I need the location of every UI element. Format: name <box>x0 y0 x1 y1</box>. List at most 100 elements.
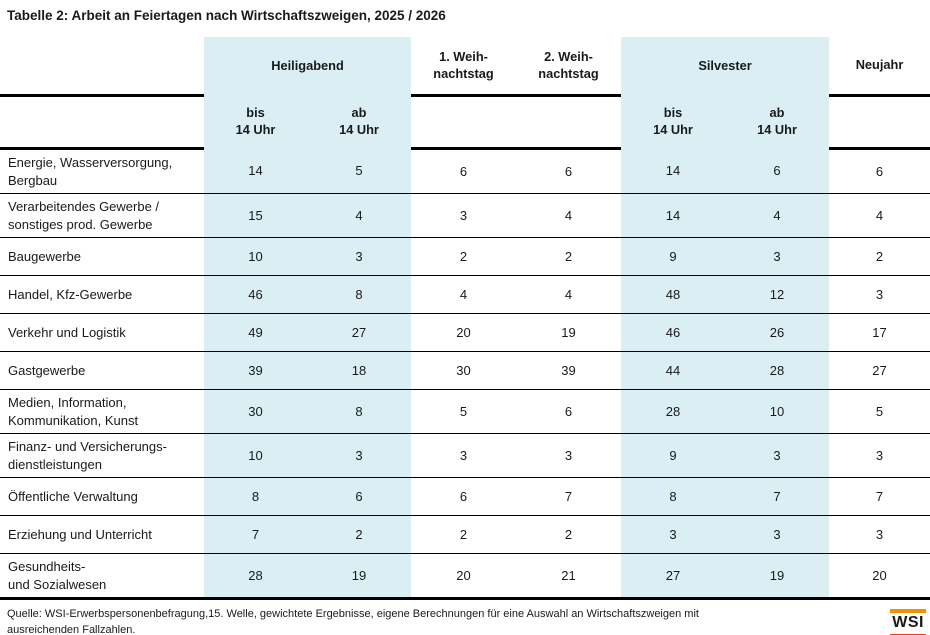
value-cell: 3 <box>725 237 830 277</box>
subheader-silvester-ab-14: ab 14 Uhr <box>725 95 830 149</box>
value-cell: 3 <box>307 433 411 479</box>
value-cell: 4 <box>307 193 411 239</box>
value-cell: 5 <box>307 148 411 195</box>
value-cell: 20 <box>829 553 930 601</box>
value-cell: 18 <box>307 351 411 391</box>
value-cell: 39 <box>204 351 307 391</box>
label-column-header <box>0 37 204 97</box>
table-row: Gesundheits- und Sozialwesen 28 19 20 21 27 19… <box>0 553 930 601</box>
table-row: Medien, Information, Kommunikation, Kuns… <box>0 389 930 435</box>
table-row: Öffentliche Verwaltung 8 6 6 7 8 7 7 <box>0 477 930 517</box>
value-cell: 27 <box>621 553 725 601</box>
value-cell: 48 <box>621 275 725 315</box>
value-cell: 6 <box>307 477 411 517</box>
value-cell: 7 <box>204 515 307 555</box>
value-cell: 14 <box>621 193 725 239</box>
value-cell: 9 <box>621 433 725 479</box>
value-cell: 4 <box>516 275 621 315</box>
value-cell: 17 <box>829 313 930 353</box>
subheader-empty-1 <box>411 95 516 150</box>
table-row: Gastgewerbe 39 18 30 39 44 28 27 <box>0 351 930 391</box>
value-cell: 6 <box>725 148 830 195</box>
row-label: Gesundheits- und Sozialwesen <box>0 553 204 601</box>
row-label: Erziehung und Unterricht <box>0 515 204 555</box>
value-cell: 9 <box>621 237 725 277</box>
value-cell: 49 <box>204 313 307 353</box>
value-cell: 39 <box>516 351 621 391</box>
value-cell: 27 <box>307 313 411 353</box>
row-label: Baugewerbe <box>0 237 204 277</box>
subheader-silvester-bis-14: bis 14 Uhr <box>621 95 725 149</box>
row-label: Energie, Wasserversorgung, Bergbau <box>0 148 204 195</box>
subheader-heiligabend-bis-14: bis 14 Uhr <box>204 95 307 149</box>
value-cell: 3 <box>307 237 411 277</box>
footer: Quelle: WSI-Erwerbspersonenbefragung,15.… <box>0 607 930 635</box>
value-cell: 15 <box>204 193 307 239</box>
value-cell: 4 <box>829 193 930 239</box>
table-row: Baugewerbe 10 3 2 2 9 3 2 <box>0 237 930 277</box>
value-cell: 2 <box>516 515 621 555</box>
row-label: Medien, Information, Kommunikation, Kuns… <box>0 389 204 435</box>
value-cell: 6 <box>516 389 621 435</box>
table-row: Verkehr und Logistik 49 27 20 19 46 26 17 <box>0 313 930 353</box>
value-cell: 2 <box>307 515 411 555</box>
subheader-empty-3 <box>829 95 930 150</box>
value-cell: 5 <box>411 389 516 435</box>
table-header: Heiligabend 1. Weih- nachtstag 2. Weih- … <box>0 37 930 150</box>
value-cell: 28 <box>621 389 725 435</box>
value-cell: 3 <box>829 275 930 315</box>
table-row: Handel, Kfz-Gewerbe 46 8 4 4 48 12 3 <box>0 275 930 315</box>
value-cell: 2 <box>516 237 621 277</box>
value-cell: 46 <box>204 275 307 315</box>
value-cell: 6 <box>411 477 516 517</box>
row-label: Verarbeitendes Gewerbe / sonstiges prod.… <box>0 193 204 239</box>
value-cell: 7 <box>829 477 930 517</box>
table-body: Energie, Wasserversorgung, Bergbau 14 5 6 6 1… <box>0 148 930 601</box>
value-cell: 3 <box>621 515 725 555</box>
value-cell: 3 <box>829 515 930 555</box>
value-cell: 6 <box>516 148 621 195</box>
value-cell: 3 <box>725 433 830 479</box>
value-cell: 10 <box>204 433 307 479</box>
value-cell: 2 <box>829 237 930 277</box>
table-row: Energie, Wasserversorgung, Bergbau 14 5 6 6 1… <box>0 148 930 195</box>
value-cell: 2 <box>411 515 516 555</box>
table-row: Erziehung und Unterricht 7 2 2 2 3 3 3 <box>0 515 930 555</box>
value-cell: 28 <box>204 553 307 601</box>
value-cell: 6 <box>411 148 516 195</box>
source-note: Quelle: WSI-Erwerbspersonenbefragung,15.… <box>7 608 699 635</box>
row-label: Finanz- und Versicherungs- dienstleistun… <box>0 433 204 479</box>
row-label: Handel, Kfz-Gewerbe <box>0 275 204 315</box>
sub-header-row: bis 14 Uhr ab 14 Uhr bis 14 Uhr ab 14 Uh… <box>0 95 930 150</box>
subheader-heiligabend-ab-14: ab 14 Uhr <box>307 95 411 149</box>
value-cell: 4 <box>516 193 621 239</box>
value-cell: 3 <box>411 433 516 479</box>
value-cell: 3 <box>411 193 516 239</box>
table-row: Verarbeitendes Gewerbe / sonstiges prod.… <box>0 193 930 239</box>
value-cell: 4 <box>725 193 830 239</box>
column-group-erster-weihnachtstag: 1. Weih- nachtstag <box>411 37 516 97</box>
table-title: Tabelle 2: Arbeit an Feiertagen nach Wir… <box>7 8 446 23</box>
row-label: Gastgewerbe <box>0 351 204 391</box>
value-cell: 7 <box>516 477 621 517</box>
value-cell: 8 <box>307 389 411 435</box>
table-row: Finanz- und Versicherungs- dienstleistun… <box>0 433 930 479</box>
value-cell: 10 <box>725 389 830 435</box>
value-cell: 27 <box>829 351 930 391</box>
value-cell: 8 <box>204 477 307 517</box>
value-cell: 3 <box>516 433 621 479</box>
value-cell: 5 <box>829 389 930 435</box>
value-cell: 8 <box>307 275 411 315</box>
value-cell: 46 <box>621 313 725 353</box>
value-cell: 6 <box>829 148 930 195</box>
value-cell: 8 <box>621 477 725 517</box>
row-label: Verkehr und Logistik <box>0 313 204 353</box>
column-group-silvester: Silvester <box>621 37 830 96</box>
group-header-row: Heiligabend 1. Weih- nachtstag 2. Weih- … <box>0 37 930 97</box>
wsi-logo: WSI <box>890 609 926 635</box>
value-cell: 14 <box>204 148 307 195</box>
holiday-work-table: Heiligabend 1. Weih- nachtstag 2. Weih- … <box>0 37 930 601</box>
value-cell: 19 <box>307 553 411 601</box>
label-column-subheader <box>0 95 204 150</box>
